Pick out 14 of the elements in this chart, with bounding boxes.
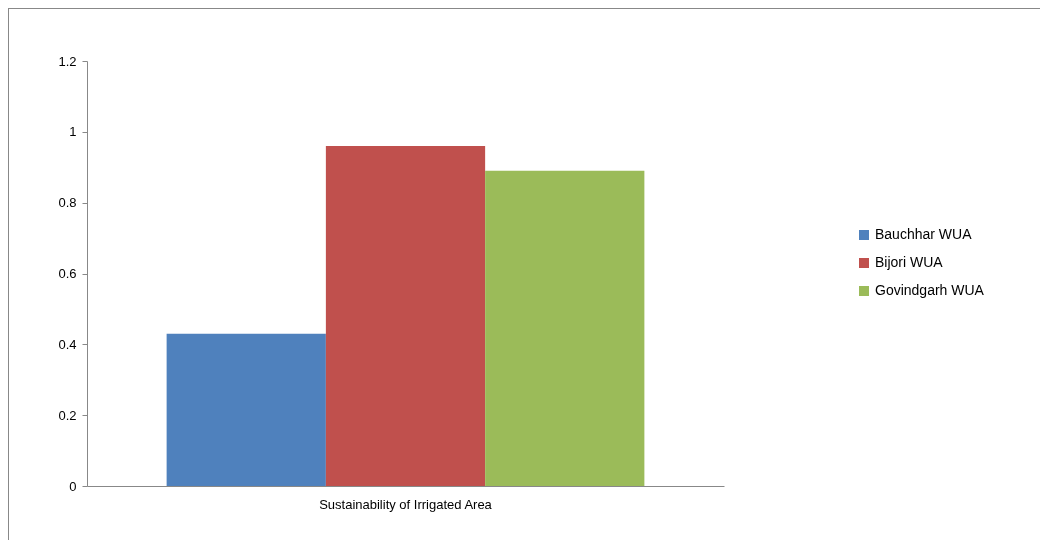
- legend-label: Bijori WUA: [875, 254, 944, 270]
- y-tick-label: 0.2: [58, 407, 77, 423]
- y-tick-label: 0.8: [58, 195, 77, 211]
- y-tick-label: 0: [69, 478, 77, 494]
- legend-label: Bauchhar WUA: [875, 226, 973, 242]
- y-tick-label: 1: [69, 124, 77, 140]
- x-tick-label: Sustainability of Irrigated Area: [319, 496, 493, 512]
- y-tick-label: 0.6: [58, 266, 77, 281]
- bar: [166, 333, 326, 486]
- y-tick-label: 0.4: [58, 336, 77, 352]
- y-tick-label: 1.2: [58, 53, 77, 69]
- bar: [325, 146, 486, 486]
- bar: [485, 170, 645, 486]
- legend-label: Govindgarh WUA: [875, 282, 985, 298]
